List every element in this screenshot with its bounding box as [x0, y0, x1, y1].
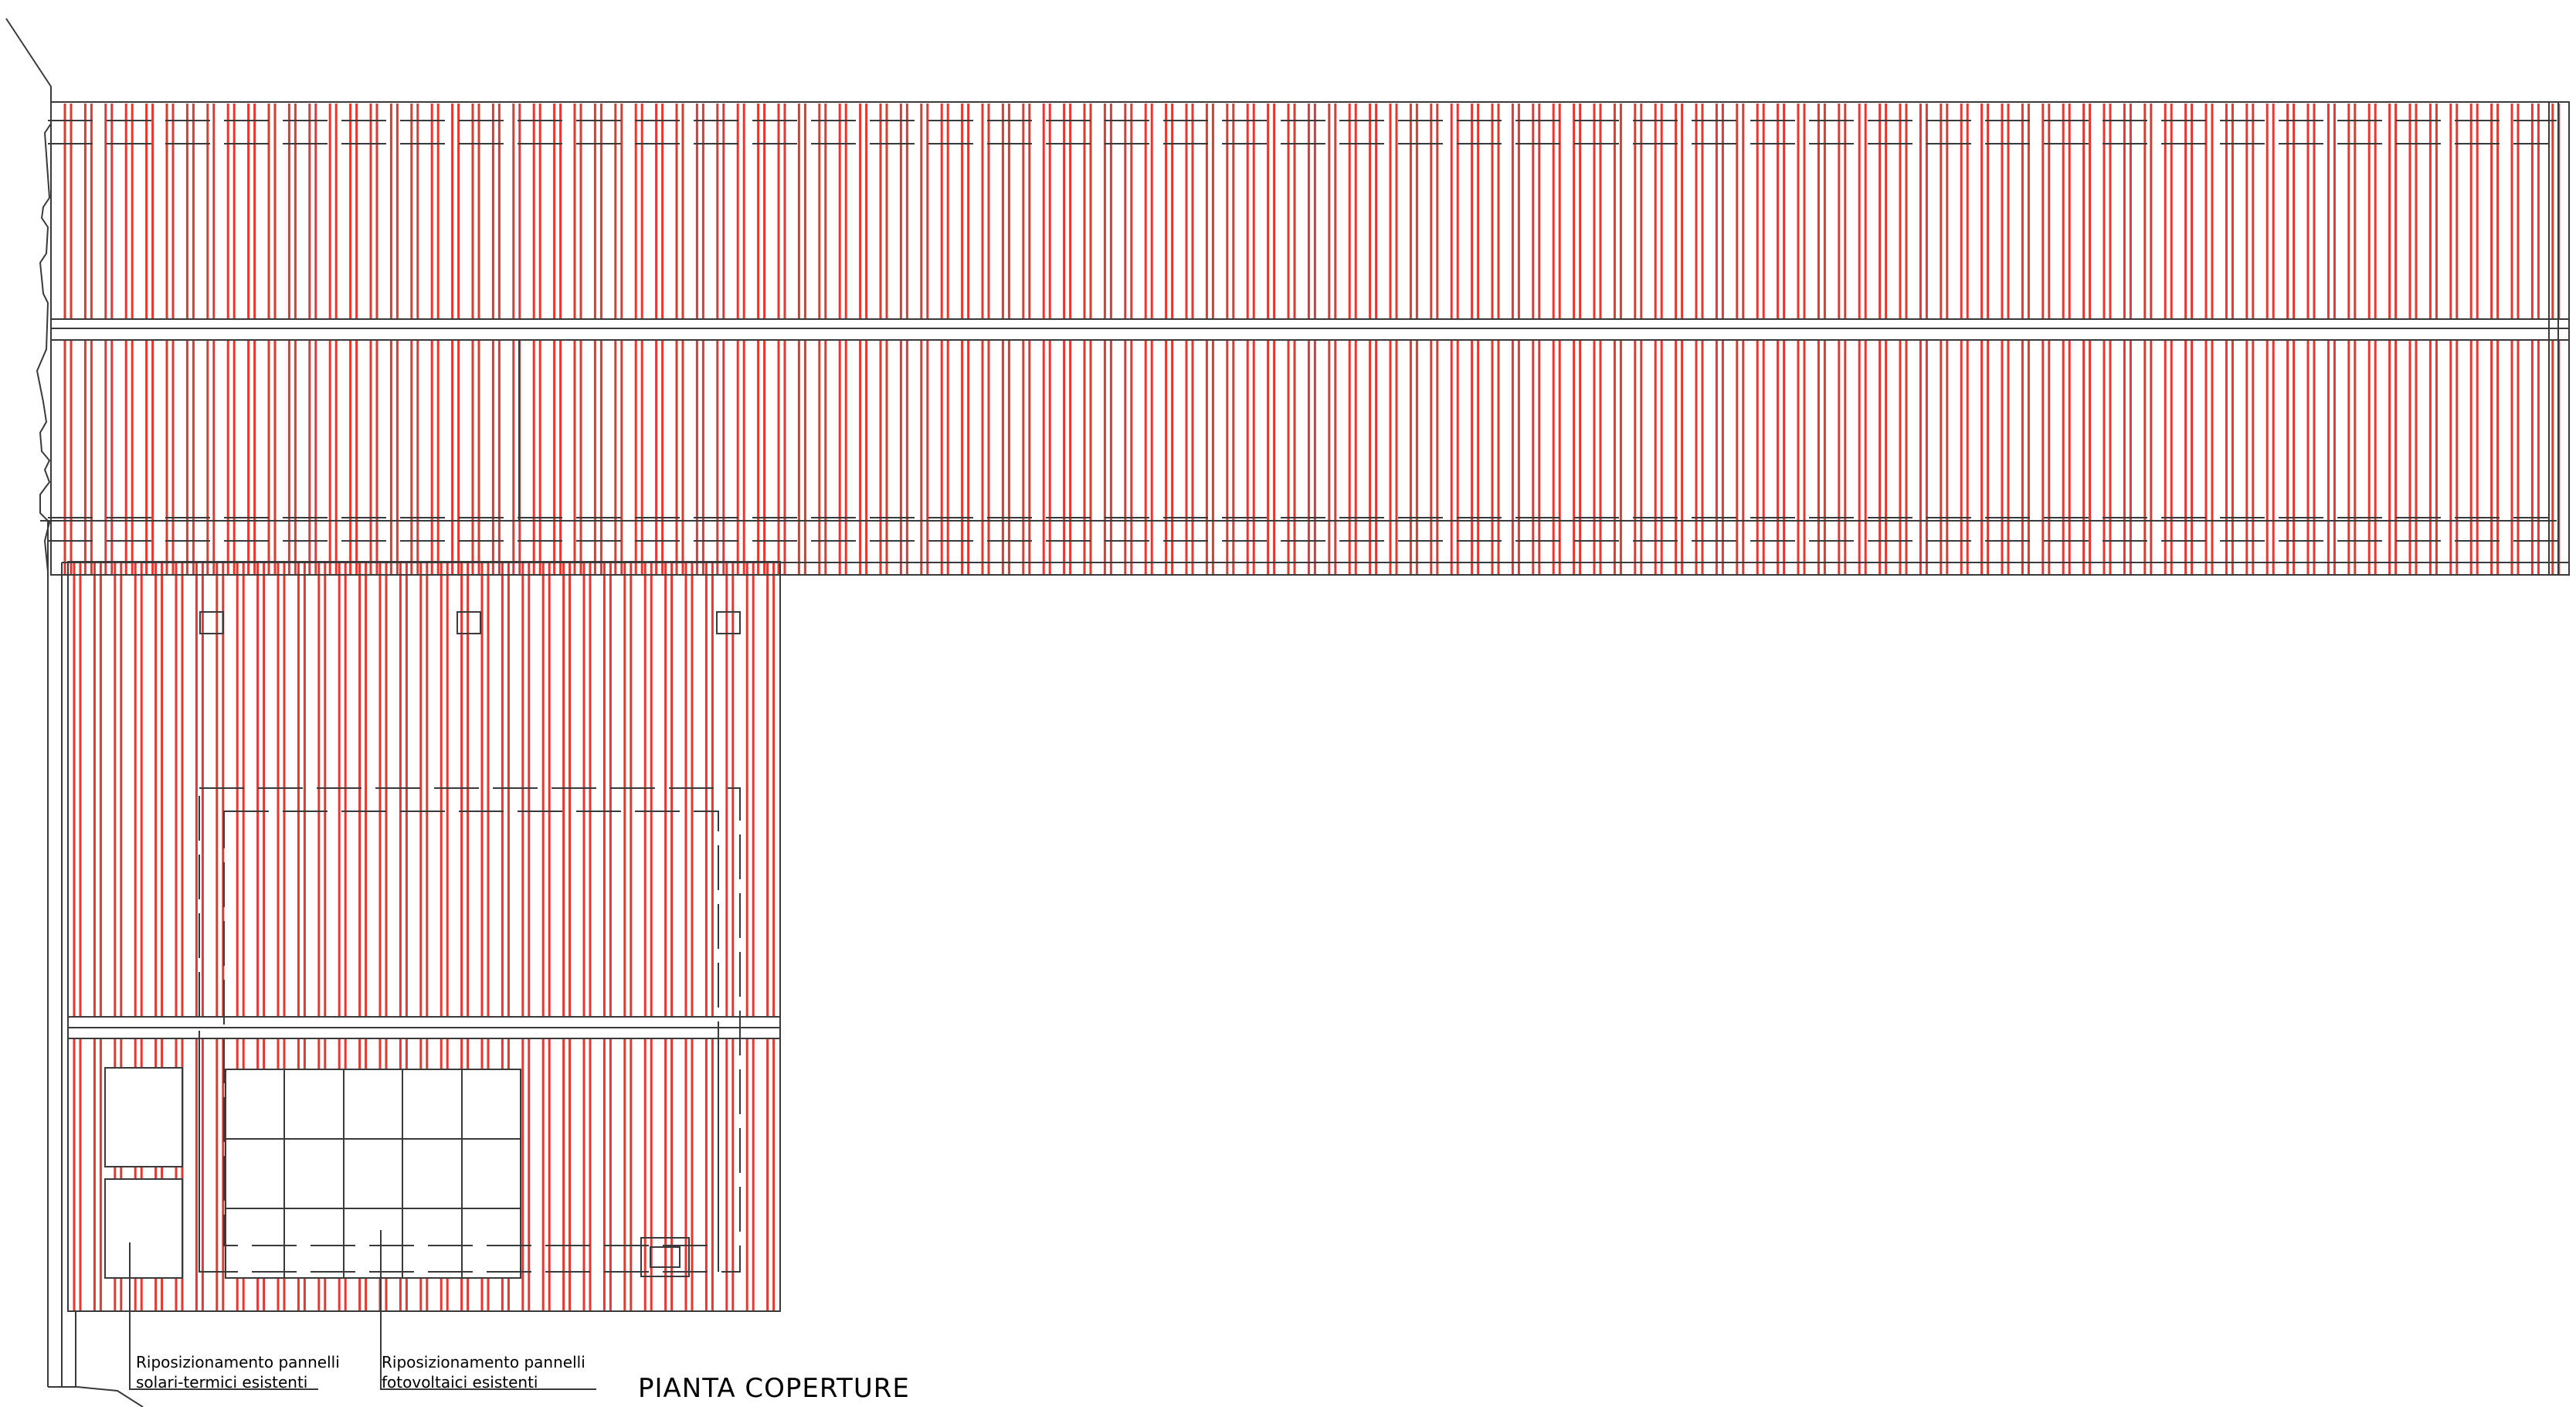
leader-photovoltaic	[380, 1230, 596, 1390]
note-solar-thermal-line1: Riposizionamento pannelli	[136, 1353, 340, 1371]
pv-array	[225, 1069, 521, 1279]
break-line-bottom	[76, 1386, 144, 1407]
note-photovoltaic-line1: Riposizionamento pannelli	[382, 1353, 585, 1371]
roof-seams-upper-slope-north	[63, 104, 2561, 318]
roof-outline	[5, 18, 2570, 1407]
leader-solar-thermal	[129, 1242, 318, 1390]
hidden-wall-inner	[223, 811, 719, 1246]
solar-thermal-panel-2	[104, 1178, 183, 1279]
roof-seams-lower-slope-north	[73, 563, 776, 1016]
vent-1	[199, 611, 224, 634]
break-line	[5, 18, 52, 573]
hidden-lines	[48, 120, 2558, 1273]
upper-wing-outline	[50, 101, 2570, 576]
vent-3	[716, 611, 741, 634]
roof-seams-upper-slope-south	[63, 341, 2561, 574]
lower-wing-outline	[67, 561, 781, 1312]
solar-thermal-panel-1	[104, 1067, 183, 1167]
chimney	[640, 1237, 690, 1277]
drawing-title: PIANTA COPERTURE	[638, 1373, 910, 1404]
note-photovoltaic-line2: fotovoltaici esistenti	[382, 1373, 538, 1392]
hidden-wall-outer	[199, 787, 741, 1273]
note-solar-thermal-line2: solari-termici esistenti	[136, 1373, 307, 1392]
vent-2	[456, 611, 481, 634]
